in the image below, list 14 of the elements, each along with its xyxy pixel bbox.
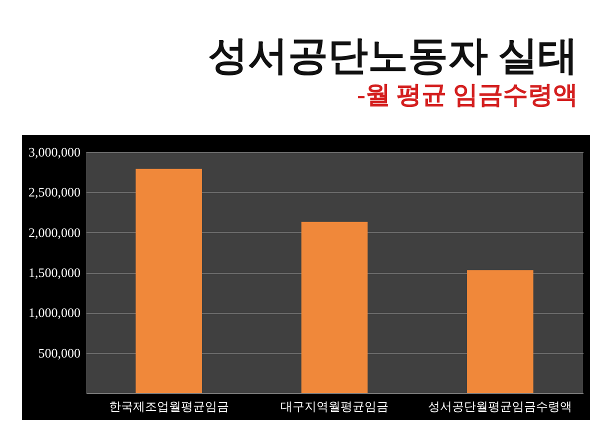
x-tick-label: 한국제조업월평균임금 bbox=[108, 400, 229, 414]
y-tick-label: 500,000 bbox=[38, 345, 80, 360]
y-tick-label: 1,000,000 bbox=[28, 305, 80, 320]
y-tick-label: 2,000,000 bbox=[28, 224, 80, 240]
y-tick-label: 2,500,000 bbox=[28, 184, 80, 200]
y-tick-label: 3,000,000 bbox=[28, 144, 80, 160]
chart-subtitle: -월 평균 임금수령액 bbox=[357, 81, 578, 111]
bar bbox=[136, 168, 202, 393]
chart-title: 성서공단노동자 실태 bbox=[208, 32, 578, 80]
y-tick-label: 1,500,000 bbox=[28, 265, 80, 280]
x-tick-label: 대구지역월평균임금 bbox=[280, 400, 388, 414]
bar bbox=[467, 270, 534, 393]
x-tick-label: 성서공단월평균임금수령액 bbox=[428, 400, 572, 414]
bar bbox=[301, 222, 368, 393]
